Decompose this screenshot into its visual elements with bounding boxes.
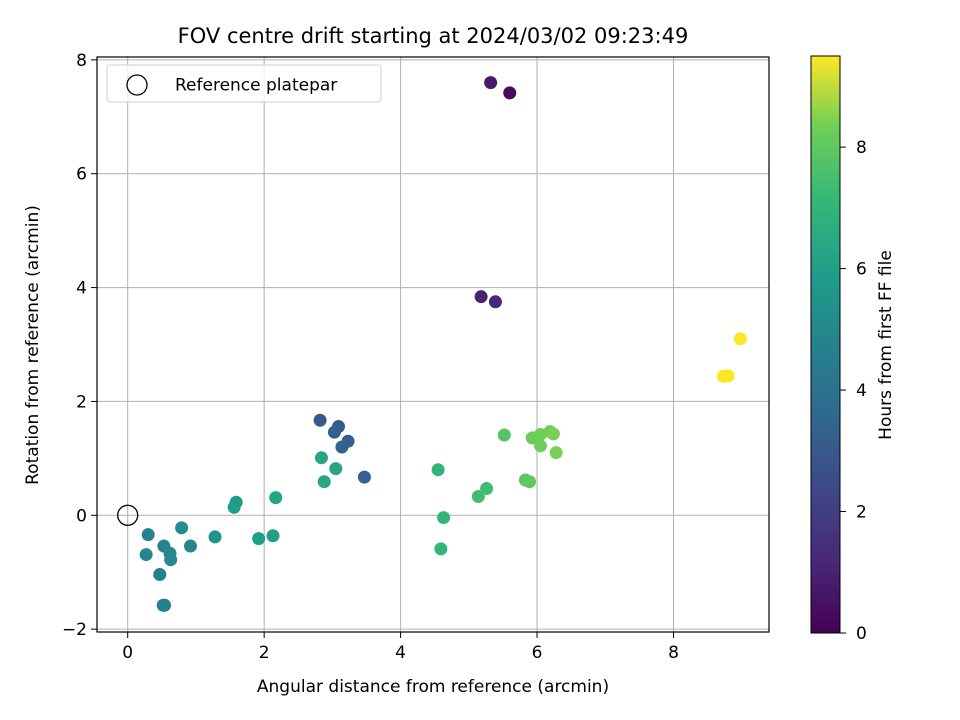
data-point xyxy=(158,598,172,612)
x-axis-label: Angular distance from reference (arcmin) xyxy=(257,677,609,697)
legend-box xyxy=(106,64,382,103)
data-point xyxy=(434,542,448,556)
data-point xyxy=(314,451,328,465)
grid xyxy=(97,57,769,632)
x-tick-label: 6 xyxy=(532,643,543,663)
data-point xyxy=(183,539,197,553)
y-axis-label: Rotation from reference (arcmin) xyxy=(23,205,43,485)
data-point xyxy=(733,332,747,346)
data-point xyxy=(533,439,547,453)
data-point xyxy=(329,462,343,476)
chart-title: FOV centre drift starting at 2024/03/02 … xyxy=(178,24,689,48)
colorbar-tick-label: 0 xyxy=(856,624,867,644)
data-point xyxy=(139,548,153,562)
data-point xyxy=(141,528,155,542)
legend-reference-marker xyxy=(126,74,148,96)
data-point xyxy=(497,428,511,442)
data-point xyxy=(266,529,280,543)
colorbar xyxy=(810,55,841,634)
x-tick-label: 4 xyxy=(395,643,406,663)
data-point xyxy=(313,413,327,427)
colorbar-tick-label: 4 xyxy=(856,381,867,401)
data-point xyxy=(317,475,331,489)
data-point xyxy=(357,470,371,484)
legend-entry-reference: Reference platepar xyxy=(175,76,337,96)
data-point xyxy=(721,369,735,383)
data-point xyxy=(269,491,283,505)
data-point xyxy=(437,511,451,525)
x-tick-label: 2 xyxy=(259,643,270,663)
data-point xyxy=(208,530,222,544)
y-tick-label: 8 xyxy=(76,51,87,71)
y-tick-label: 6 xyxy=(76,165,87,185)
data-point xyxy=(164,553,178,567)
colorbar-tick-label: 6 xyxy=(856,260,867,280)
data-point xyxy=(431,463,445,477)
data-point xyxy=(252,532,266,546)
data-point xyxy=(175,521,189,535)
y-tick-label: 4 xyxy=(76,279,87,299)
colorbar-tick-label: 2 xyxy=(856,503,867,523)
data-point xyxy=(488,295,502,309)
data-point xyxy=(327,425,341,439)
x-tick-label: 8 xyxy=(668,643,679,663)
data-point xyxy=(471,490,485,504)
y-tick-label: 2 xyxy=(76,392,87,412)
data-point xyxy=(480,482,494,496)
colorbar-tick-label: 8 xyxy=(856,138,867,158)
y-tick-label: 0 xyxy=(76,506,87,526)
data-point xyxy=(523,475,537,489)
data-points xyxy=(117,76,747,612)
axis-ticks: 0 2 4 6 8 −2 0 2 4 6 8 xyxy=(62,51,679,663)
data-point xyxy=(503,86,517,100)
reference-marker xyxy=(117,504,139,526)
data-point xyxy=(549,446,563,460)
data-point xyxy=(546,427,560,441)
data-point xyxy=(335,440,349,454)
x-tick-label: 0 xyxy=(122,643,133,663)
data-point xyxy=(484,76,498,90)
y-tick-label: −2 xyxy=(62,620,87,640)
legend: Reference platepar xyxy=(106,64,382,103)
data-point xyxy=(227,500,241,514)
data-point xyxy=(153,568,167,581)
colorbar-ticks: 0 2 4 6 8 xyxy=(840,138,867,644)
data-point xyxy=(474,290,488,304)
colorbar-label: Hours from first FF file xyxy=(876,250,896,440)
plot-frame xyxy=(96,56,770,633)
